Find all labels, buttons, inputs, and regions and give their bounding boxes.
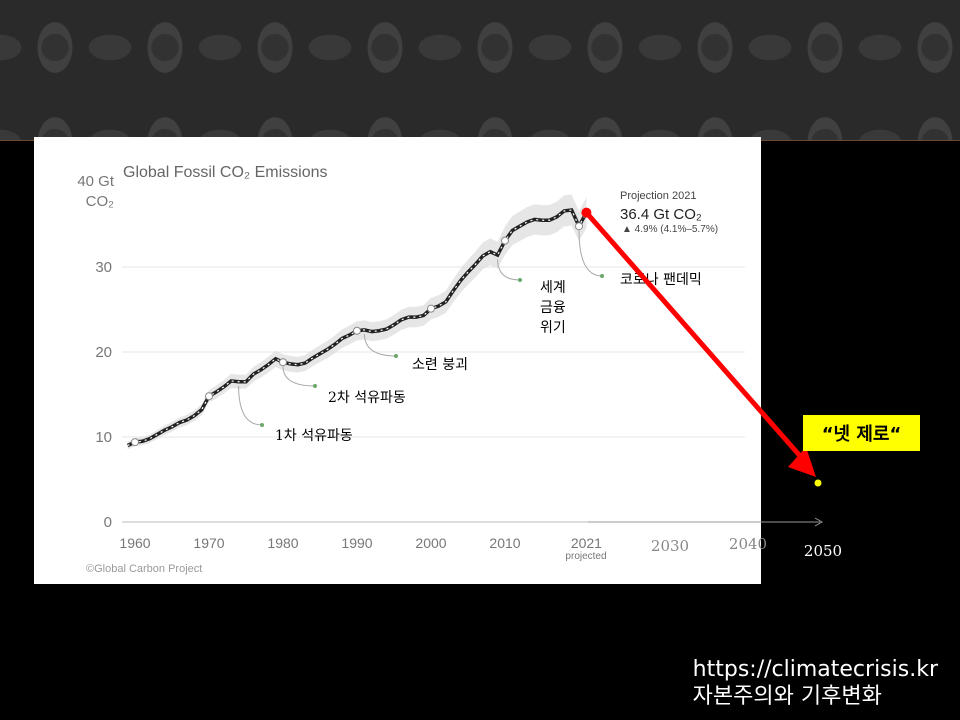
projection-label: Projection 2021: [620, 190, 696, 202]
data-point: [427, 304, 435, 313]
extended-x-tick-label: 2050: [804, 542, 842, 560]
annotation-label: 1차 석유파동: [275, 428, 353, 444]
extended-x-tick-label: 2040: [729, 535, 767, 553]
annotation-label: 세계: [540, 280, 566, 296]
annotation-dot: [313, 384, 317, 388]
annotation-label: 금융: [540, 300, 566, 316]
footer: https://climatecrisis.kr 자본주의와 기후변화: [693, 656, 938, 710]
extended-x-tick-label: 2030: [651, 537, 689, 555]
annotation-leader: [282, 366, 316, 387]
x-tick-label: 1970: [193, 535, 224, 551]
x-tick-label: 2021: [571, 535, 602, 551]
annotation-leader: [578, 230, 603, 277]
projected-sublabel: projected: [565, 551, 606, 562]
net-zero-arrow: [584, 210, 810, 467]
y-tick-label: 30: [95, 259, 112, 276]
annotation-leader: [238, 385, 263, 426]
credit-label: ©Global Carbon Project: [86, 563, 202, 575]
annotation-dot: [600, 274, 604, 278]
x-tick-label: 1980: [267, 535, 298, 551]
net-zero-arrowhead: [788, 447, 816, 477]
y-tick-label: 20: [95, 344, 112, 361]
projection-value: 36.4 Gt CO₂: [620, 206, 702, 223]
data-point: [131, 438, 139, 447]
annotation-label: 2차 석유파동: [328, 390, 406, 406]
projection-marker: [581, 207, 592, 218]
data-point: [353, 326, 361, 335]
footer-book-title: 자본주의와 기후변화: [692, 684, 882, 709]
data-point: [279, 358, 287, 367]
x-tick-label: 1990: [341, 535, 372, 551]
projection-range: ▲ 4.9% (4.1%–5.7%): [622, 224, 718, 235]
axis-arrowhead: [814, 517, 824, 527]
x-tick-label: 1960: [119, 535, 150, 551]
annotation-leader: [497, 259, 521, 281]
y-unit-label-1: 40 Gt: [77, 173, 115, 190]
chart-title: Global Fossil CO₂ Emissions: [123, 164, 327, 181]
data-point: [575, 222, 583, 231]
annotation-dot: [518, 278, 522, 282]
annotation-label: 소련 붕괴: [412, 357, 468, 373]
annotation-dot: [260, 423, 264, 427]
decorative-banner: [0, 0, 960, 140]
annotation-leader: [363, 333, 397, 357]
chart-panel: [34, 137, 761, 584]
annotation-label: 위기: [540, 320, 566, 336]
annotation-dot: [394, 354, 398, 358]
y-tick-label: 0: [104, 514, 112, 531]
data-point: [205, 392, 213, 401]
net-zero-target-dot: [814, 479, 822, 487]
footer-url: https://climatecrisis.kr: [692, 657, 938, 682]
x-tick-label: 2000: [415, 535, 446, 551]
y-unit-label-2: CO₂: [86, 193, 115, 210]
uncertainty-band: [127, 194, 587, 450]
x-tick-label: 2010: [489, 535, 520, 551]
y-tick-label: 10: [95, 429, 112, 446]
net-zero-label: “넷 제로“: [803, 415, 920, 451]
annotation-label: 코로나 팬데믹: [620, 272, 702, 288]
data-point: [501, 236, 509, 245]
